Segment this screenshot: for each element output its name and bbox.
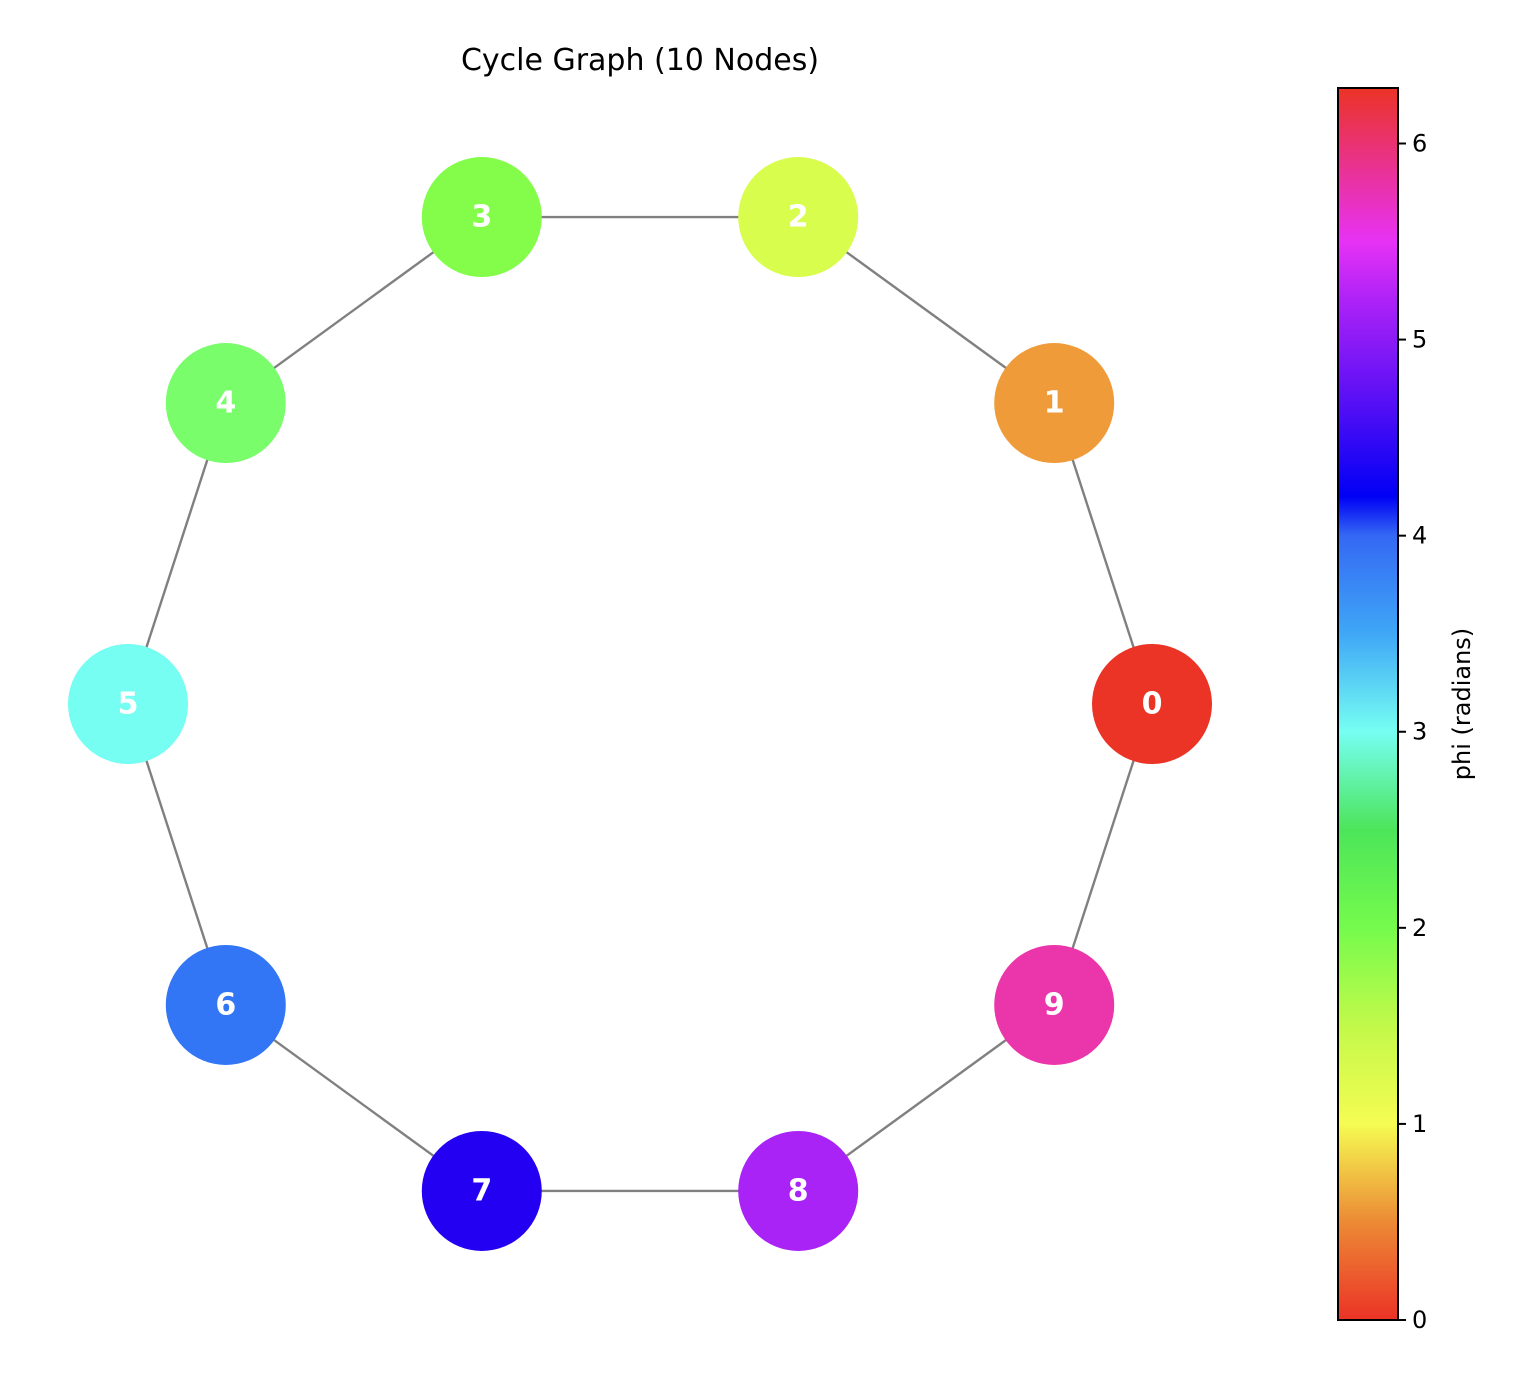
node-3: 3	[421, 157, 542, 278]
cycle-graph: 0 1 2 3 4 5 6 7 8 9	[68, 157, 1212, 1251]
node-label-8: 8	[788, 1173, 809, 1208]
colorbar-tick-label-5: 5	[1412, 326, 1427, 354]
colorbar-tick-label-0: 0	[1412, 1306, 1427, 1334]
node-8: 8	[738, 1130, 859, 1251]
node-label-6: 6	[215, 987, 236, 1022]
colorbar-label: phi (radians)	[1448, 628, 1476, 780]
node-1: 1	[994, 343, 1115, 464]
node-0: 0	[1092, 644, 1212, 764]
node-circle-4	[165, 343, 286, 464]
colorbar-tick-label-4: 4	[1412, 522, 1427, 550]
node-2: 2	[738, 157, 859, 278]
colorbar-tick-label-2: 2	[1412, 914, 1427, 942]
node-label-3: 3	[471, 200, 492, 235]
chart-title: Cycle Graph (10 Nodes)	[461, 43, 819, 78]
node-circle-9	[994, 944, 1115, 1065]
node-circle-2	[738, 157, 859, 278]
node-circle-5	[68, 644, 188, 764]
node-label-1: 1	[1044, 386, 1065, 421]
colorbar-tick-label-1: 1	[1412, 1110, 1427, 1138]
node-label-2: 2	[788, 200, 809, 235]
node-circle-1	[994, 343, 1115, 464]
colorbar: 0 1 2 3 4 5 6 phi (radians)	[1337, 87, 1476, 1334]
node-4: 4	[165, 343, 286, 464]
node-label-9: 9	[1044, 987, 1065, 1022]
edges-layer	[126, 215, 1154, 1193]
node-label-7: 7	[471, 1173, 492, 1208]
node-6: 6	[165, 944, 286, 1065]
node-circle-3	[421, 157, 542, 278]
colorbar-tick-label-3: 3	[1412, 718, 1427, 746]
node-label-5: 5	[118, 687, 139, 722]
node-7: 7	[421, 1130, 542, 1251]
colorbar-frame	[1337, 87, 1399, 1321]
nodes-layer: 0 1 2 3 4 5 6 7 8 9	[68, 157, 1212, 1251]
node-circle-0	[1092, 644, 1212, 764]
colorbar-tick-label-6: 6	[1412, 129, 1427, 157]
node-5: 5	[68, 644, 188, 764]
node-circle-8	[738, 1130, 859, 1251]
node-label-0: 0	[1142, 687, 1163, 722]
colorbar-ticks: 0 1 2 3 4 5 6	[1398, 129, 1427, 1334]
node-circle-6	[165, 944, 286, 1065]
colorbar-gradient	[1338, 88, 1398, 1320]
node-9: 9	[994, 944, 1115, 1065]
node-circle-7	[421, 1130, 542, 1251]
node-label-4: 4	[215, 386, 236, 421]
